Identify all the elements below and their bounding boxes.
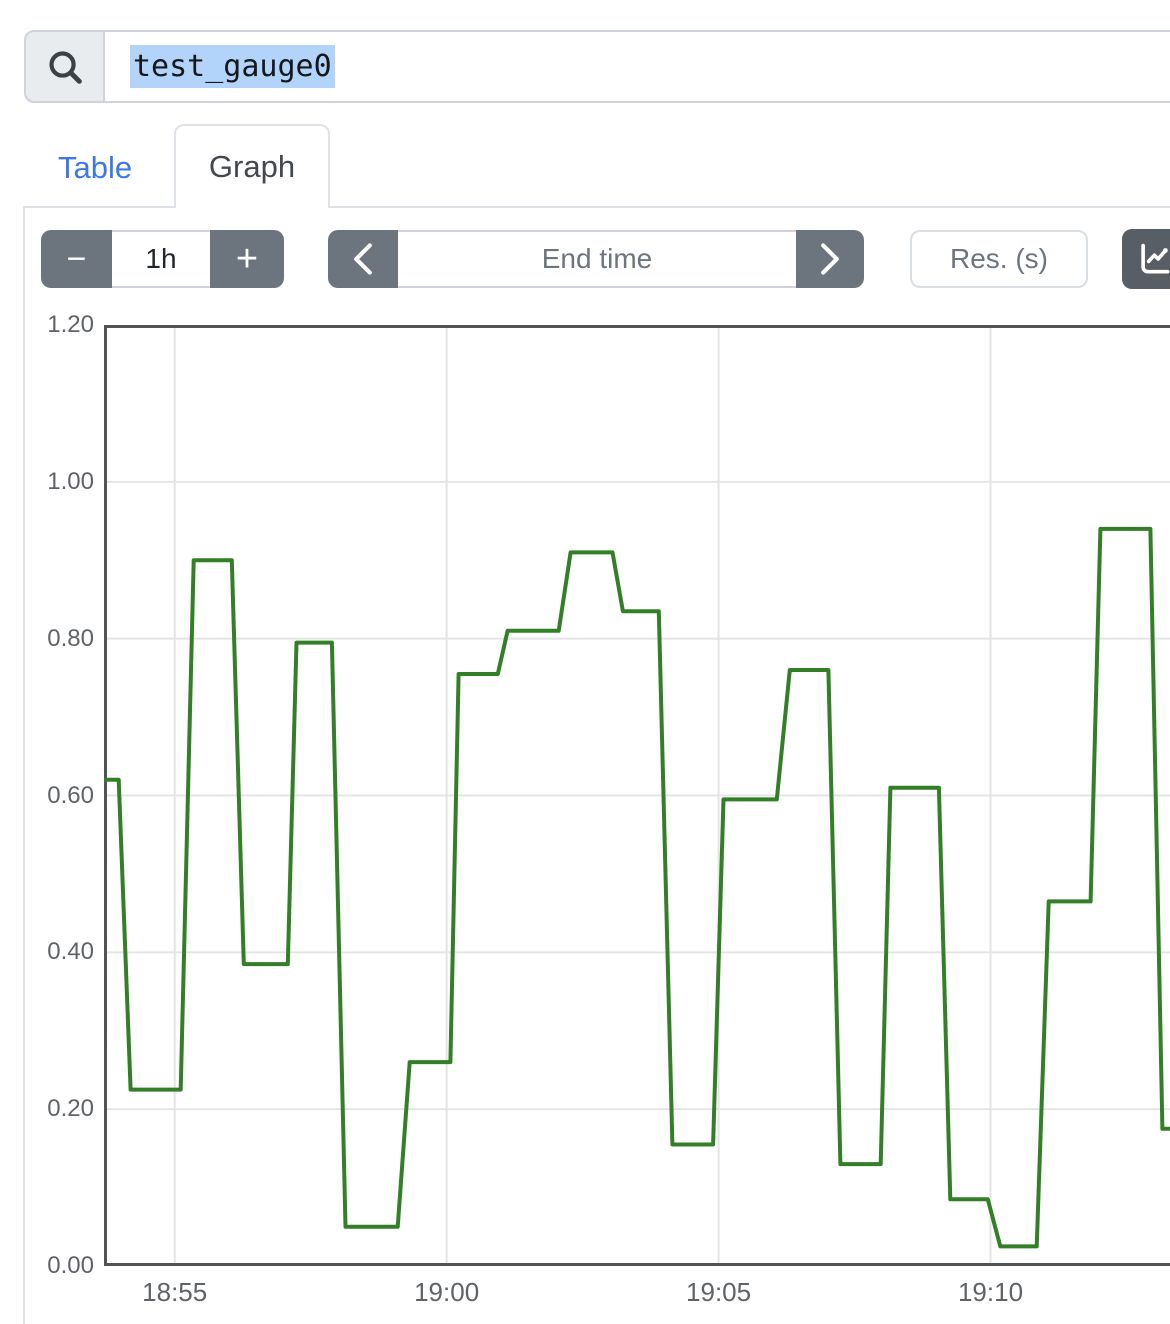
search-addon bbox=[24, 30, 105, 103]
resolution-input[interactable] bbox=[910, 230, 1088, 288]
graph-panel bbox=[23, 206, 1170, 1324]
minus-icon: − bbox=[66, 239, 87, 278]
tab-graph-label: Graph bbox=[208, 149, 296, 184]
y-axis-label: 1.00 bbox=[47, 467, 94, 495]
y-axis-label: 0.20 bbox=[47, 1095, 94, 1123]
expression-text: test_gauge0 bbox=[130, 45, 335, 88]
graph-plot-area[interactable] bbox=[104, 325, 1170, 1266]
shift-time-back-button[interactable] bbox=[328, 230, 398, 288]
search-icon bbox=[48, 50, 82, 84]
range-decrement-button[interactable]: − bbox=[41, 230, 112, 288]
x-axis-label: 19:00 bbox=[414, 1277, 480, 1307]
x-axis-label: 19:10 bbox=[957, 1277, 1024, 1307]
end-time-input[interactable] bbox=[398, 230, 796, 288]
y-axis-label: 0.60 bbox=[47, 781, 94, 809]
tab-graph[interactable]: Graph bbox=[174, 124, 330, 208]
y-axis-label: 1.20 bbox=[47, 311, 94, 338]
x-axis-label: 18:55 bbox=[142, 1277, 208, 1307]
expression-search-bar: test_gauge0 bbox=[24, 30, 1170, 103]
plus-icon: + bbox=[235, 237, 259, 280]
toggle-graph-controls-button[interactable] bbox=[1122, 229, 1170, 289]
y-axis-label: 0.40 bbox=[47, 938, 94, 966]
tab-table[interactable]: Table bbox=[58, 150, 133, 185]
y-axis-label: 0.00 bbox=[47, 1252, 94, 1279]
expression-input[interactable]: test_gauge0 bbox=[105, 30, 1170, 103]
y-axis-label: 0.80 bbox=[47, 624, 94, 652]
shift-time-forward-button[interactable] bbox=[796, 230, 864, 288]
chevron-left-icon bbox=[354, 243, 372, 275]
range-input[interactable] bbox=[112, 230, 210, 288]
x-axis-label: 19:05 bbox=[686, 1277, 752, 1307]
range-increment-button[interactable]: + bbox=[210, 230, 284, 288]
chevron-right-icon bbox=[821, 243, 839, 275]
line-chart-icon bbox=[1141, 243, 1170, 274]
